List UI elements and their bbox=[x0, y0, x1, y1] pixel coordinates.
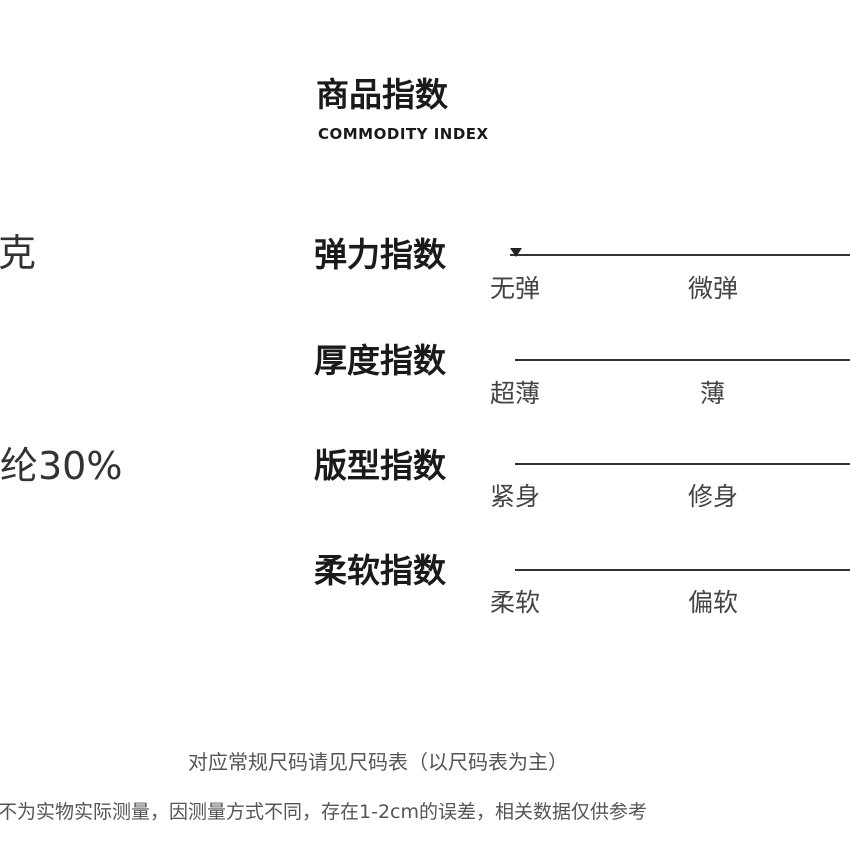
index-level: 修身 bbox=[688, 482, 739, 511]
index-line bbox=[515, 463, 850, 465]
index-line bbox=[515, 569, 850, 571]
section-subtitle: COMMODITY INDEX bbox=[318, 125, 489, 143]
index-level: 超薄 bbox=[490, 379, 541, 408]
index-label: 厚度指数 bbox=[314, 341, 446, 380]
index-level: 紧身 bbox=[490, 482, 541, 511]
section-title: 商品指数 bbox=[316, 75, 448, 114]
index-label: 柔软指数 bbox=[314, 551, 446, 590]
index-level: 微弹 bbox=[688, 274, 739, 303]
index-level: 柔软 bbox=[490, 588, 541, 617]
product-name: 夹克 bbox=[0, 231, 37, 275]
footnote: 对应常规尺码请见尺码表（以尺码表为主） bbox=[188, 750, 568, 774]
index-level: 偏软 bbox=[688, 588, 739, 617]
footnote: 不为实物实际测量，因测量方式不同，存在1-2cm的误差，相关数据仅供参考 bbox=[0, 801, 647, 823]
index-marker bbox=[510, 248, 522, 257]
index-label: 弹力指数 bbox=[314, 235, 446, 274]
index-line bbox=[510, 254, 850, 256]
index-level: 薄 bbox=[700, 379, 726, 408]
material: 涤纶30% bbox=[0, 444, 123, 488]
index-line bbox=[515, 359, 850, 361]
index-level: 无弹 bbox=[490, 274, 541, 303]
index-label: 版型指数 bbox=[314, 446, 446, 485]
